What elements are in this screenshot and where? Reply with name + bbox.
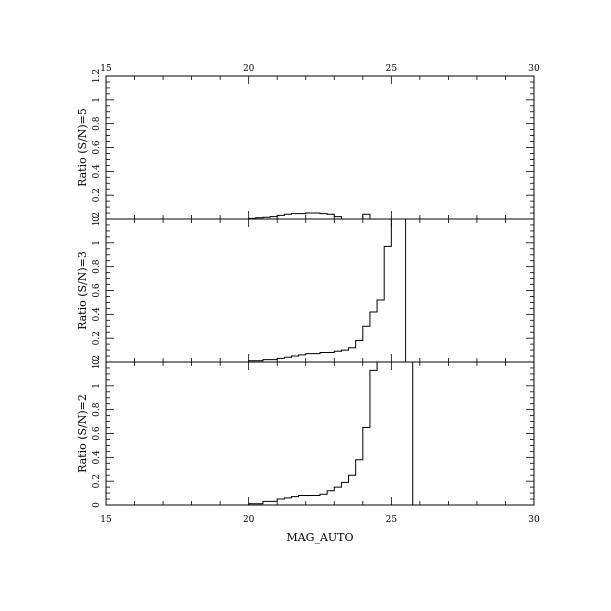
- y-tick-label: 0.8: [92, 259, 102, 274]
- histogram-series: [106, 362, 534, 505]
- panel-2: 0 0.2 0.4 0.6 0.8 1 1.2 Ratio (S/N)=3: [76, 212, 535, 365]
- top-x-tick-label: 15: [100, 64, 112, 74]
- y-tick-label: 0.2: [92, 331, 102, 345]
- panel-frame: [105, 218, 535, 363]
- top-x-tick-label: 25: [386, 64, 398, 74]
- panel-3: 0 0.2 0.4 0.6 0.8 1 1.2 Ratio (S/N)=2: [76, 355, 535, 508]
- x-tick-label: 25: [386, 515, 398, 525]
- y-axis-title: Ratio (S/N)=2: [76, 394, 89, 473]
- y-tick-label: 0.4: [92, 307, 102, 322]
- y-tick-label: 1: [92, 97, 102, 103]
- y-tick-label: 0.8: [92, 402, 102, 417]
- x-tick-label: 30: [528, 515, 540, 525]
- y-tick-label: 1.2: [92, 69, 102, 83]
- panel-1: 0 0.2 0.4 0.6 0.8 1 1.2 Ratio (S/N)=5: [76, 69, 535, 222]
- y-tick-label: 0.4: [92, 450, 102, 465]
- histogram-series: [106, 219, 534, 362]
- y-tick-label: 0.4: [92, 164, 102, 179]
- y-tick-label: 1: [92, 383, 102, 389]
- y-axis-title: Ratio (S/N)=3: [76, 251, 89, 330]
- x-axis-title: MAG_AUTO: [286, 531, 353, 544]
- y-axis-title: Ratio (S/N)=5: [76, 108, 89, 187]
- y-tick-label: 0.6: [92, 283, 102, 298]
- panel-frame: [105, 75, 535, 220]
- top-x-tick-label: 20: [243, 64, 255, 74]
- histogram-series: [106, 212, 534, 219]
- y-tick-label: 0.6: [92, 426, 102, 441]
- y-tick-label: 1.2: [92, 355, 102, 369]
- y-tick-label: 0: [92, 502, 102, 508]
- panel-frame: [105, 361, 535, 506]
- y-tick-label: 0.8: [92, 116, 102, 131]
- y-tick-label: 0.6: [92, 140, 102, 155]
- y-tick-label: 0: [92, 216, 102, 222]
- y-tick-label: 0.2: [92, 188, 102, 202]
- y-tick-label: 0.2: [92, 474, 102, 488]
- x-tick-label: 20: [243, 515, 255, 525]
- y-tick-label: 1: [92, 240, 102, 246]
- top-x-tick-label: 30: [528, 64, 540, 74]
- y-tick-label: 1.2: [92, 212, 102, 226]
- x-tick-label: 15: [100, 515, 112, 525]
- y-tick-label: 0: [92, 359, 102, 365]
